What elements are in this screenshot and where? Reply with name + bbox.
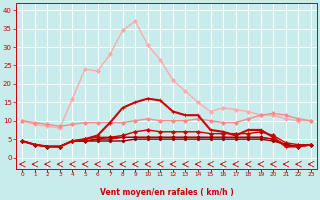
X-axis label: Vent moyen/en rafales ( km/h ): Vent moyen/en rafales ( km/h ): [100, 188, 234, 197]
